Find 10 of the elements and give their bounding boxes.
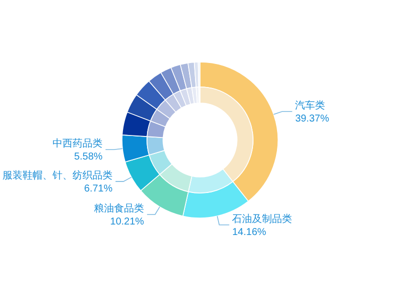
data-label: 6.71% [84, 183, 113, 194]
slice-label: 汽车类 [295, 99, 326, 112]
slice-label: 服装鞋帽、针、纺织品类 [2, 169, 113, 182]
slice-label: 粮油食品类 [94, 202, 144, 215]
data-label: 10.21% [110, 216, 144, 228]
data-label: 39.37% [295, 113, 330, 124]
slice-label: 中西药品类 [52, 138, 103, 150]
slice-label: 石油及制品类 [232, 212, 292, 225]
data-label: 14.16% [232, 226, 266, 238]
data-label: 5.58% [74, 152, 103, 163]
